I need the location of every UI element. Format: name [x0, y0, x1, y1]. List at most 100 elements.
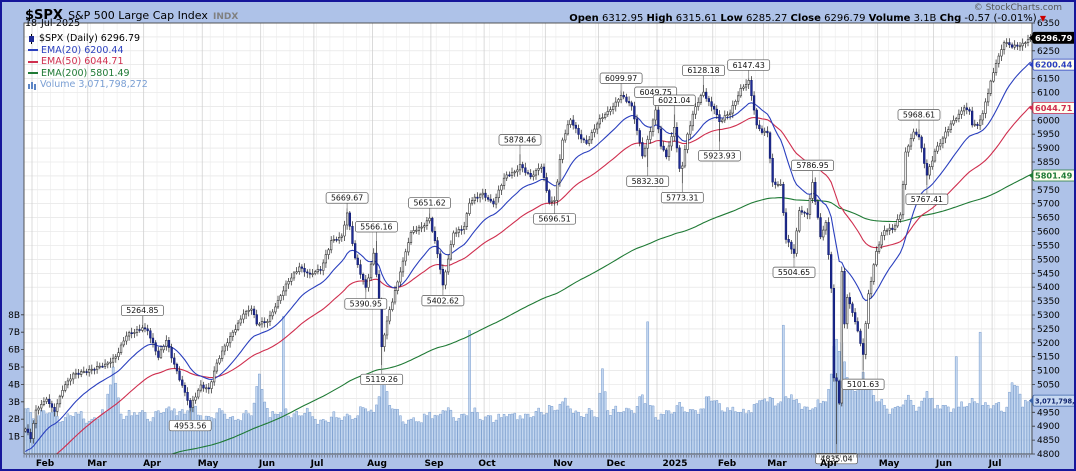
price-tick-label: 5350 — [1037, 297, 1060, 307]
copyright-label: © StockCharts.com — [973, 3, 1062, 13]
price-annotation: 5923.93 — [698, 150, 741, 162]
ema200-badge: 5801.49 — [1029, 169, 1074, 182]
month-label: Jun — [935, 459, 952, 469]
last-price-badge: 6296.79 — [1029, 31, 1074, 44]
svg-text:5773.31: 5773.31 — [666, 193, 698, 202]
svg-text:6021.04: 6021.04 — [658, 96, 690, 105]
svg-text:5402.62: 5402.62 — [427, 296, 459, 305]
ema50-line — [55, 105, 1032, 454]
volume-tick-label: 3B — [8, 398, 20, 408]
legend-volume-label: Volume 3,071,798,272 — [40, 79, 148, 90]
svg-text:5923.93: 5923.93 — [703, 152, 735, 161]
price-annotation: 5767.41 — [905, 193, 949, 205]
ema50-line-icon — [28, 60, 38, 63]
price-tick-label: 5650 — [1037, 214, 1060, 224]
svg-text:5119.26: 5119.26 — [366, 375, 398, 384]
month-label: Mar — [767, 459, 787, 469]
ema20-line-icon — [28, 49, 38, 52]
chart-date: 18-Jul-2025 — [25, 18, 81, 29]
chart-legend: $SPX (Daily) 6296.79 EMA(20) 6200.44 EMA… — [28, 33, 148, 91]
daily-ticks — [23, 455, 1030, 458]
month-label: Jul — [988, 459, 1002, 469]
legend-ema200-label: EMA(200) 5801.49 — [41, 67, 130, 79]
month-label: Mar — [87, 459, 107, 469]
svg-text:5651.62: 5651.62 — [413, 199, 445, 208]
volume-tick-label: 1B — [8, 433, 20, 443]
symbol-label: $SPX — [25, 8, 63, 23]
up-candles — [24, 37, 1032, 439]
month-label: Feb — [718, 459, 737, 469]
ema200-line — [170, 174, 1031, 454]
legend-ema50-label: EMA(50) 6044.71 — [41, 56, 124, 67]
month-label: Oct — [478, 459, 496, 469]
price-annotation: 5264.85 — [121, 304, 164, 317]
open-value: 6312.95 — [601, 13, 644, 24]
svg-text:4953.56: 4953.56 — [174, 421, 206, 430]
price-tick-label: 5500 — [1037, 255, 1060, 265]
svg-text:5566.16: 5566.16 — [360, 223, 392, 232]
price-annotation: 5669.67 — [325, 192, 369, 204]
index-name-label: S&P 500 Large Cap Index — [68, 9, 208, 22]
month-label: May — [879, 459, 900, 469]
high-label: High — [646, 13, 673, 24]
ohlc-quote-line: Open 6312.95 High 6315.61 Low 6285.27 Cl… — [569, 13, 1046, 24]
price-annotation: 6128.18 — [682, 64, 725, 77]
month-label: Apr — [143, 459, 161, 469]
svg-text:6044.71: 6044.71 — [1035, 103, 1073, 113]
month-label: Sep — [424, 459, 444, 469]
price-annotation: 5786.95 — [791, 159, 834, 171]
svg-text:6128.18: 6128.18 — [687, 66, 719, 75]
price-tick-label: 5750 — [1037, 186, 1060, 196]
price-tick-label: 5600 — [1037, 228, 1060, 238]
open-label: Open — [569, 13, 599, 24]
volume-tick-label: 8B — [8, 311, 20, 321]
price-tick-label: 5150 — [1037, 353, 1060, 363]
month-label: Apr — [820, 459, 838, 469]
ema50-badge: 6044.71 — [1029, 102, 1074, 114]
price-annotation: 5566.16 — [355, 221, 398, 233]
volume-value: 3.1B — [913, 13, 937, 24]
volume-bars-icon — [28, 80, 37, 90]
close-value: 6296.79 — [824, 13, 866, 24]
svg-text:5832.30: 5832.30 — [632, 177, 664, 186]
price-annotation: 5119.26 — [360, 373, 404, 386]
legend-volume-row: Volume 3,071,798,272 — [28, 79, 148, 91]
ema20-line — [24, 61, 1032, 453]
chg-label: Chg — [939, 13, 962, 24]
price-annotation: 5968.61 — [897, 109, 941, 121]
price-annotation: 5696.51 — [533, 213, 576, 225]
price-annotation: 6021.04 — [652, 94, 696, 106]
svg-text:5101.63: 5101.63 — [847, 380, 879, 389]
svg-text:5696.51: 5696.51 — [538, 215, 570, 224]
price-tick-label: 5850 — [1037, 158, 1060, 168]
svg-text:3,071,798,272: 3,071,798,272 — [1035, 398, 1076, 406]
svg-text:6049.75: 6049.75 — [640, 88, 672, 97]
price-tick-label: 5250 — [1037, 325, 1060, 335]
candlestick-icon — [28, 33, 36, 44]
price-tick-label: 5400 — [1037, 283, 1060, 293]
low-value: 6285.27 — [746, 13, 788, 24]
price-annotation: 5651.62 — [408, 197, 451, 209]
price-tick-label: 5450 — [1037, 269, 1060, 279]
price-tick-label: 5550 — [1037, 242, 1060, 252]
price-annotation: 5773.31 — [660, 192, 704, 204]
svg-text:5390.95: 5390.95 — [350, 300, 382, 309]
svg-text:6147.43: 6147.43 — [733, 61, 765, 70]
svg-text:6200.44: 6200.44 — [1035, 60, 1073, 70]
svg-text:5669.67: 5669.67 — [331, 194, 363, 203]
low-label: Low — [720, 13, 743, 24]
legend-ema50-row: EMA(50) 6044.71 — [28, 56, 148, 68]
svg-text:5878.46: 5878.46 — [504, 136, 536, 145]
price-tick-label: 5050 — [1037, 381, 1060, 391]
ema20-badge: 6200.44 — [1029, 58, 1074, 71]
volume-badge: 3,071,798,272 — [1029, 394, 1076, 407]
price-tick-label: 6250 — [1037, 47, 1060, 57]
price-annotation: 5832.30 — [626, 175, 670, 187]
price-tick-label: 5900 — [1037, 144, 1060, 154]
price-tick-label: 4950 — [1037, 408, 1060, 418]
chg-down-arrow-icon: ▼ — [1039, 14, 1046, 23]
price-annotation: 5504.65 — [772, 266, 816, 278]
legend-ema20-label: EMA(20) 6200.44 — [41, 44, 124, 56]
